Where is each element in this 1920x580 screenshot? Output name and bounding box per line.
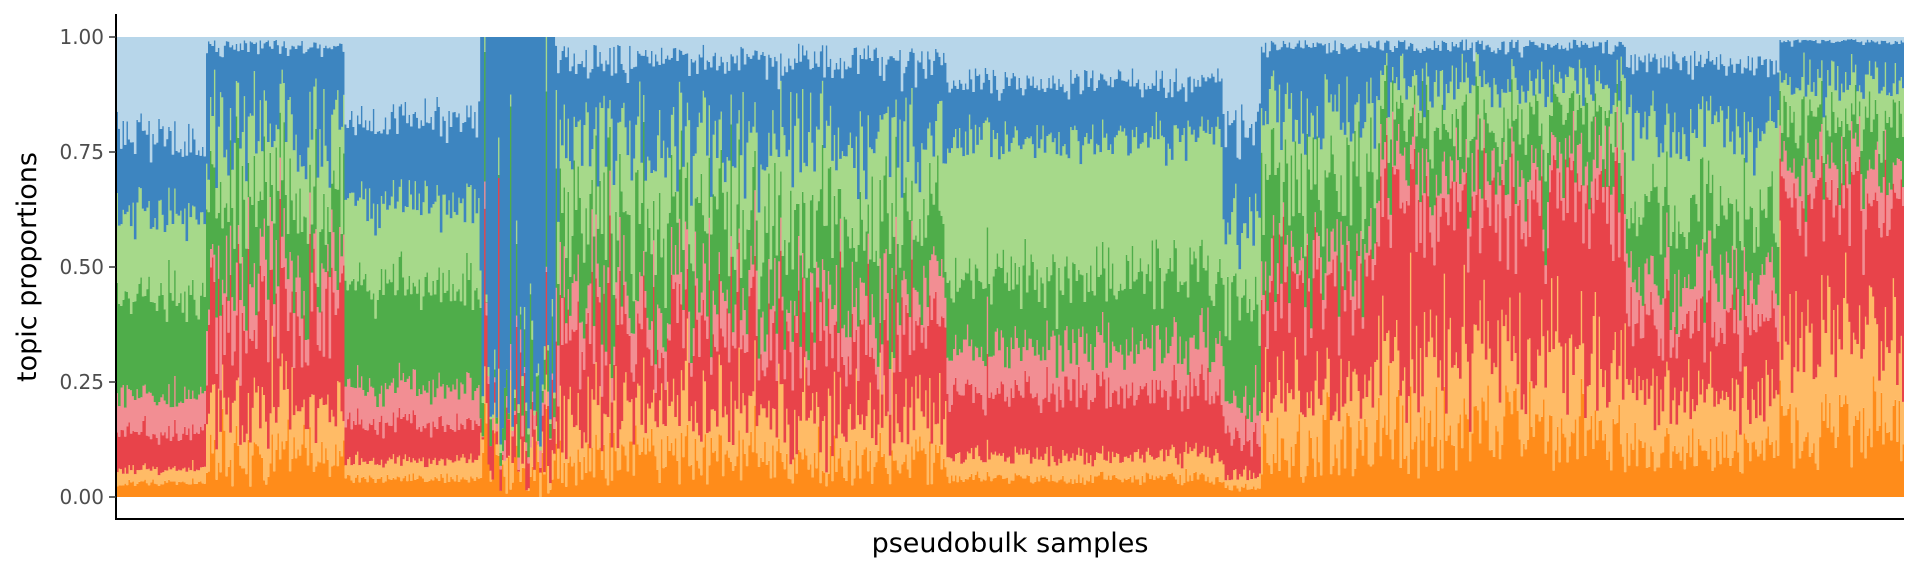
y-tick-label: 0.75 bbox=[59, 140, 104, 164]
y-axis-title: topic proportions bbox=[12, 152, 43, 382]
y-tick-label: 0.00 bbox=[59, 485, 104, 509]
topic-series-red bbox=[116, 134, 1904, 491]
y-axis: 0.00 0.25 0.50 0.75 1.00 bbox=[59, 14, 117, 519]
plot-area bbox=[116, 37, 1904, 497]
y-tick-label: 0.50 bbox=[59, 255, 104, 279]
y-tick-label: 0.25 bbox=[59, 370, 104, 394]
y-tick-label: 1.00 bbox=[59, 25, 104, 49]
topic-series-blue-light bbox=[116, 37, 1904, 163]
x-axis-title: pseudobulk samples bbox=[872, 528, 1149, 559]
topic-series-blue-dark bbox=[116, 37, 1904, 447]
topic-series-pink bbox=[116, 104, 1904, 470]
